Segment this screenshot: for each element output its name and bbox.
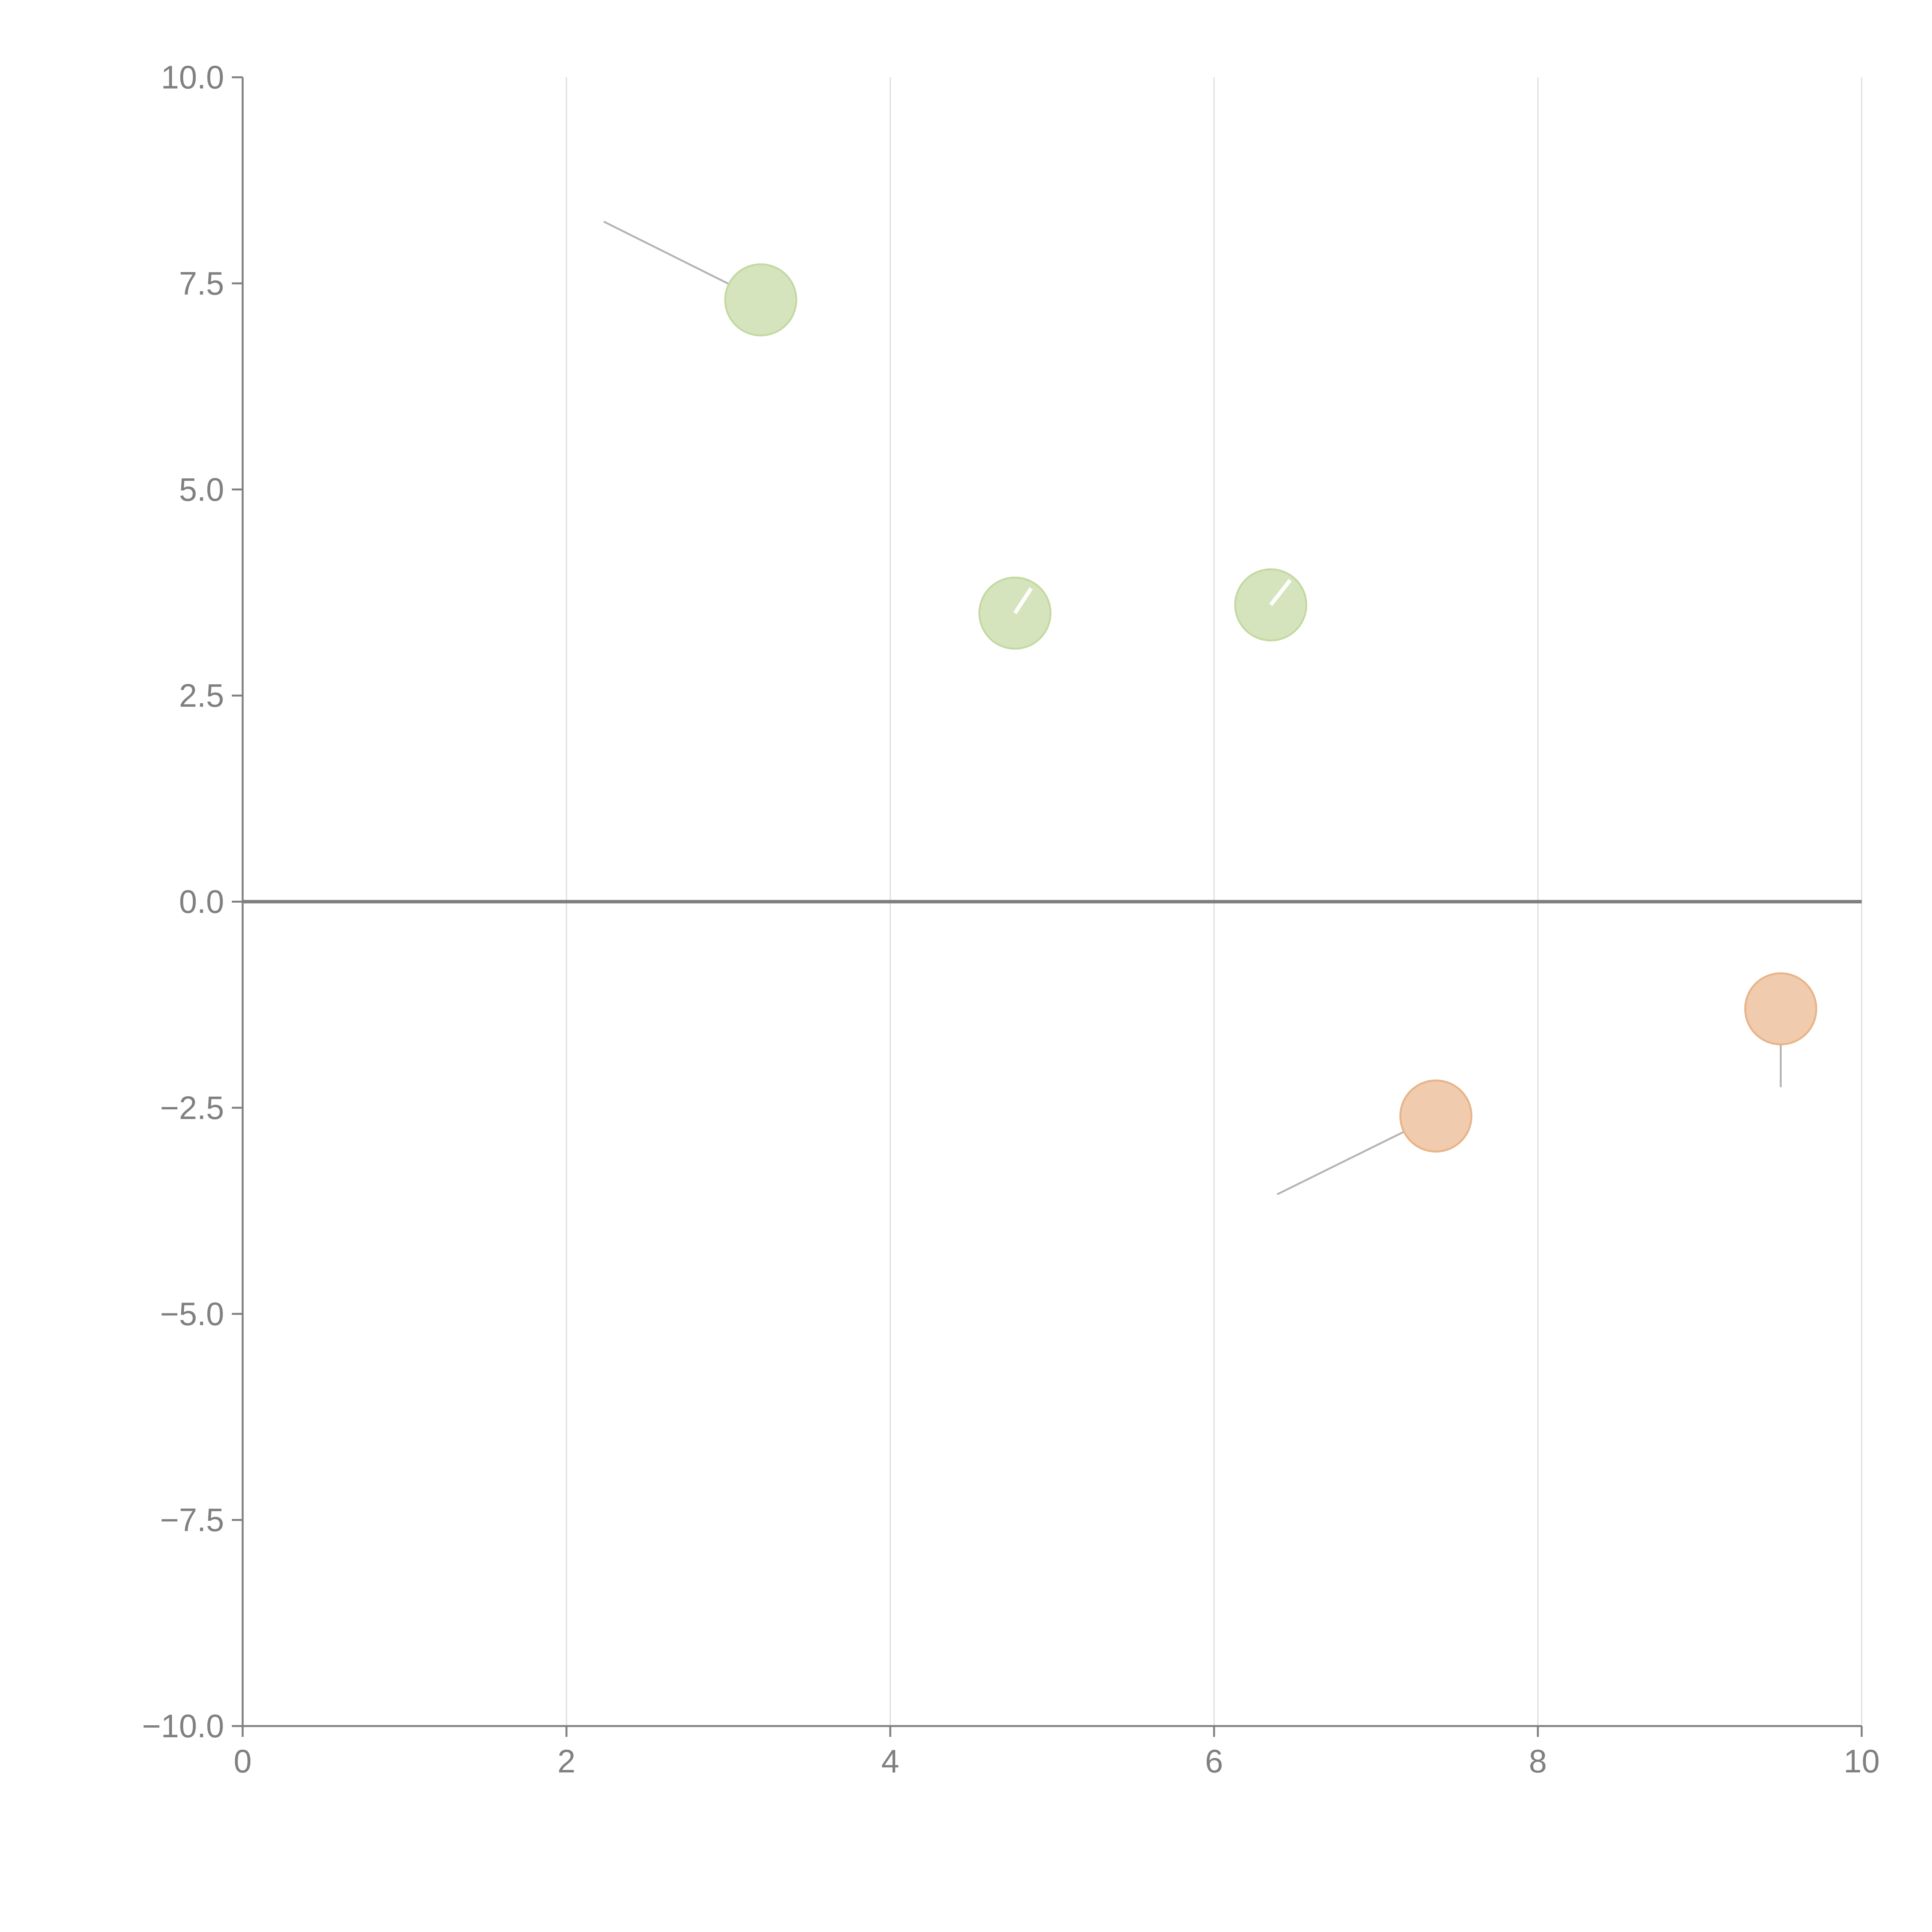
x-tick-label: 6	[1205, 1743, 1223, 1779]
y-tick-label: 2.5	[179, 677, 224, 714]
tick-label-layer: 10.0 7.5 5.0 2.5 0.0 −2.5 −5.0 −7.5 −10.0 0 2 4 6 8 10	[142, 59, 1879, 1779]
x-tick-label: 2	[558, 1743, 576, 1779]
y-tick-label: 5.0	[179, 471, 224, 508]
y-tick-label: 0.0	[179, 884, 224, 920]
x-tick-label: 0	[234, 1743, 252, 1779]
axis-layer	[232, 76, 1863, 1737]
x-tick-label: 4	[881, 1743, 900, 1779]
leader-line	[1269, 579, 1292, 606]
y-tick-label: −7.5	[160, 1502, 224, 1538]
x-tick-label: 10	[1844, 1743, 1879, 1779]
y-tick-label: −5.0	[160, 1296, 224, 1332]
y-tick-label: −10.0	[142, 1708, 224, 1744]
leader-line-layer	[603, 221, 1782, 1196]
data-point	[1399, 1079, 1473, 1153]
y-tick-label: −2.5	[160, 1090, 224, 1126]
x-tick-label: 8	[1529, 1743, 1547, 1779]
point-layer	[724, 263, 1817, 1153]
y-tick-label: 10.0	[161, 59, 224, 95]
data-point	[1744, 972, 1817, 1046]
data-point	[724, 263, 798, 337]
leader-line	[1013, 587, 1033, 614]
y-tick-label: 7.5	[179, 265, 224, 301]
